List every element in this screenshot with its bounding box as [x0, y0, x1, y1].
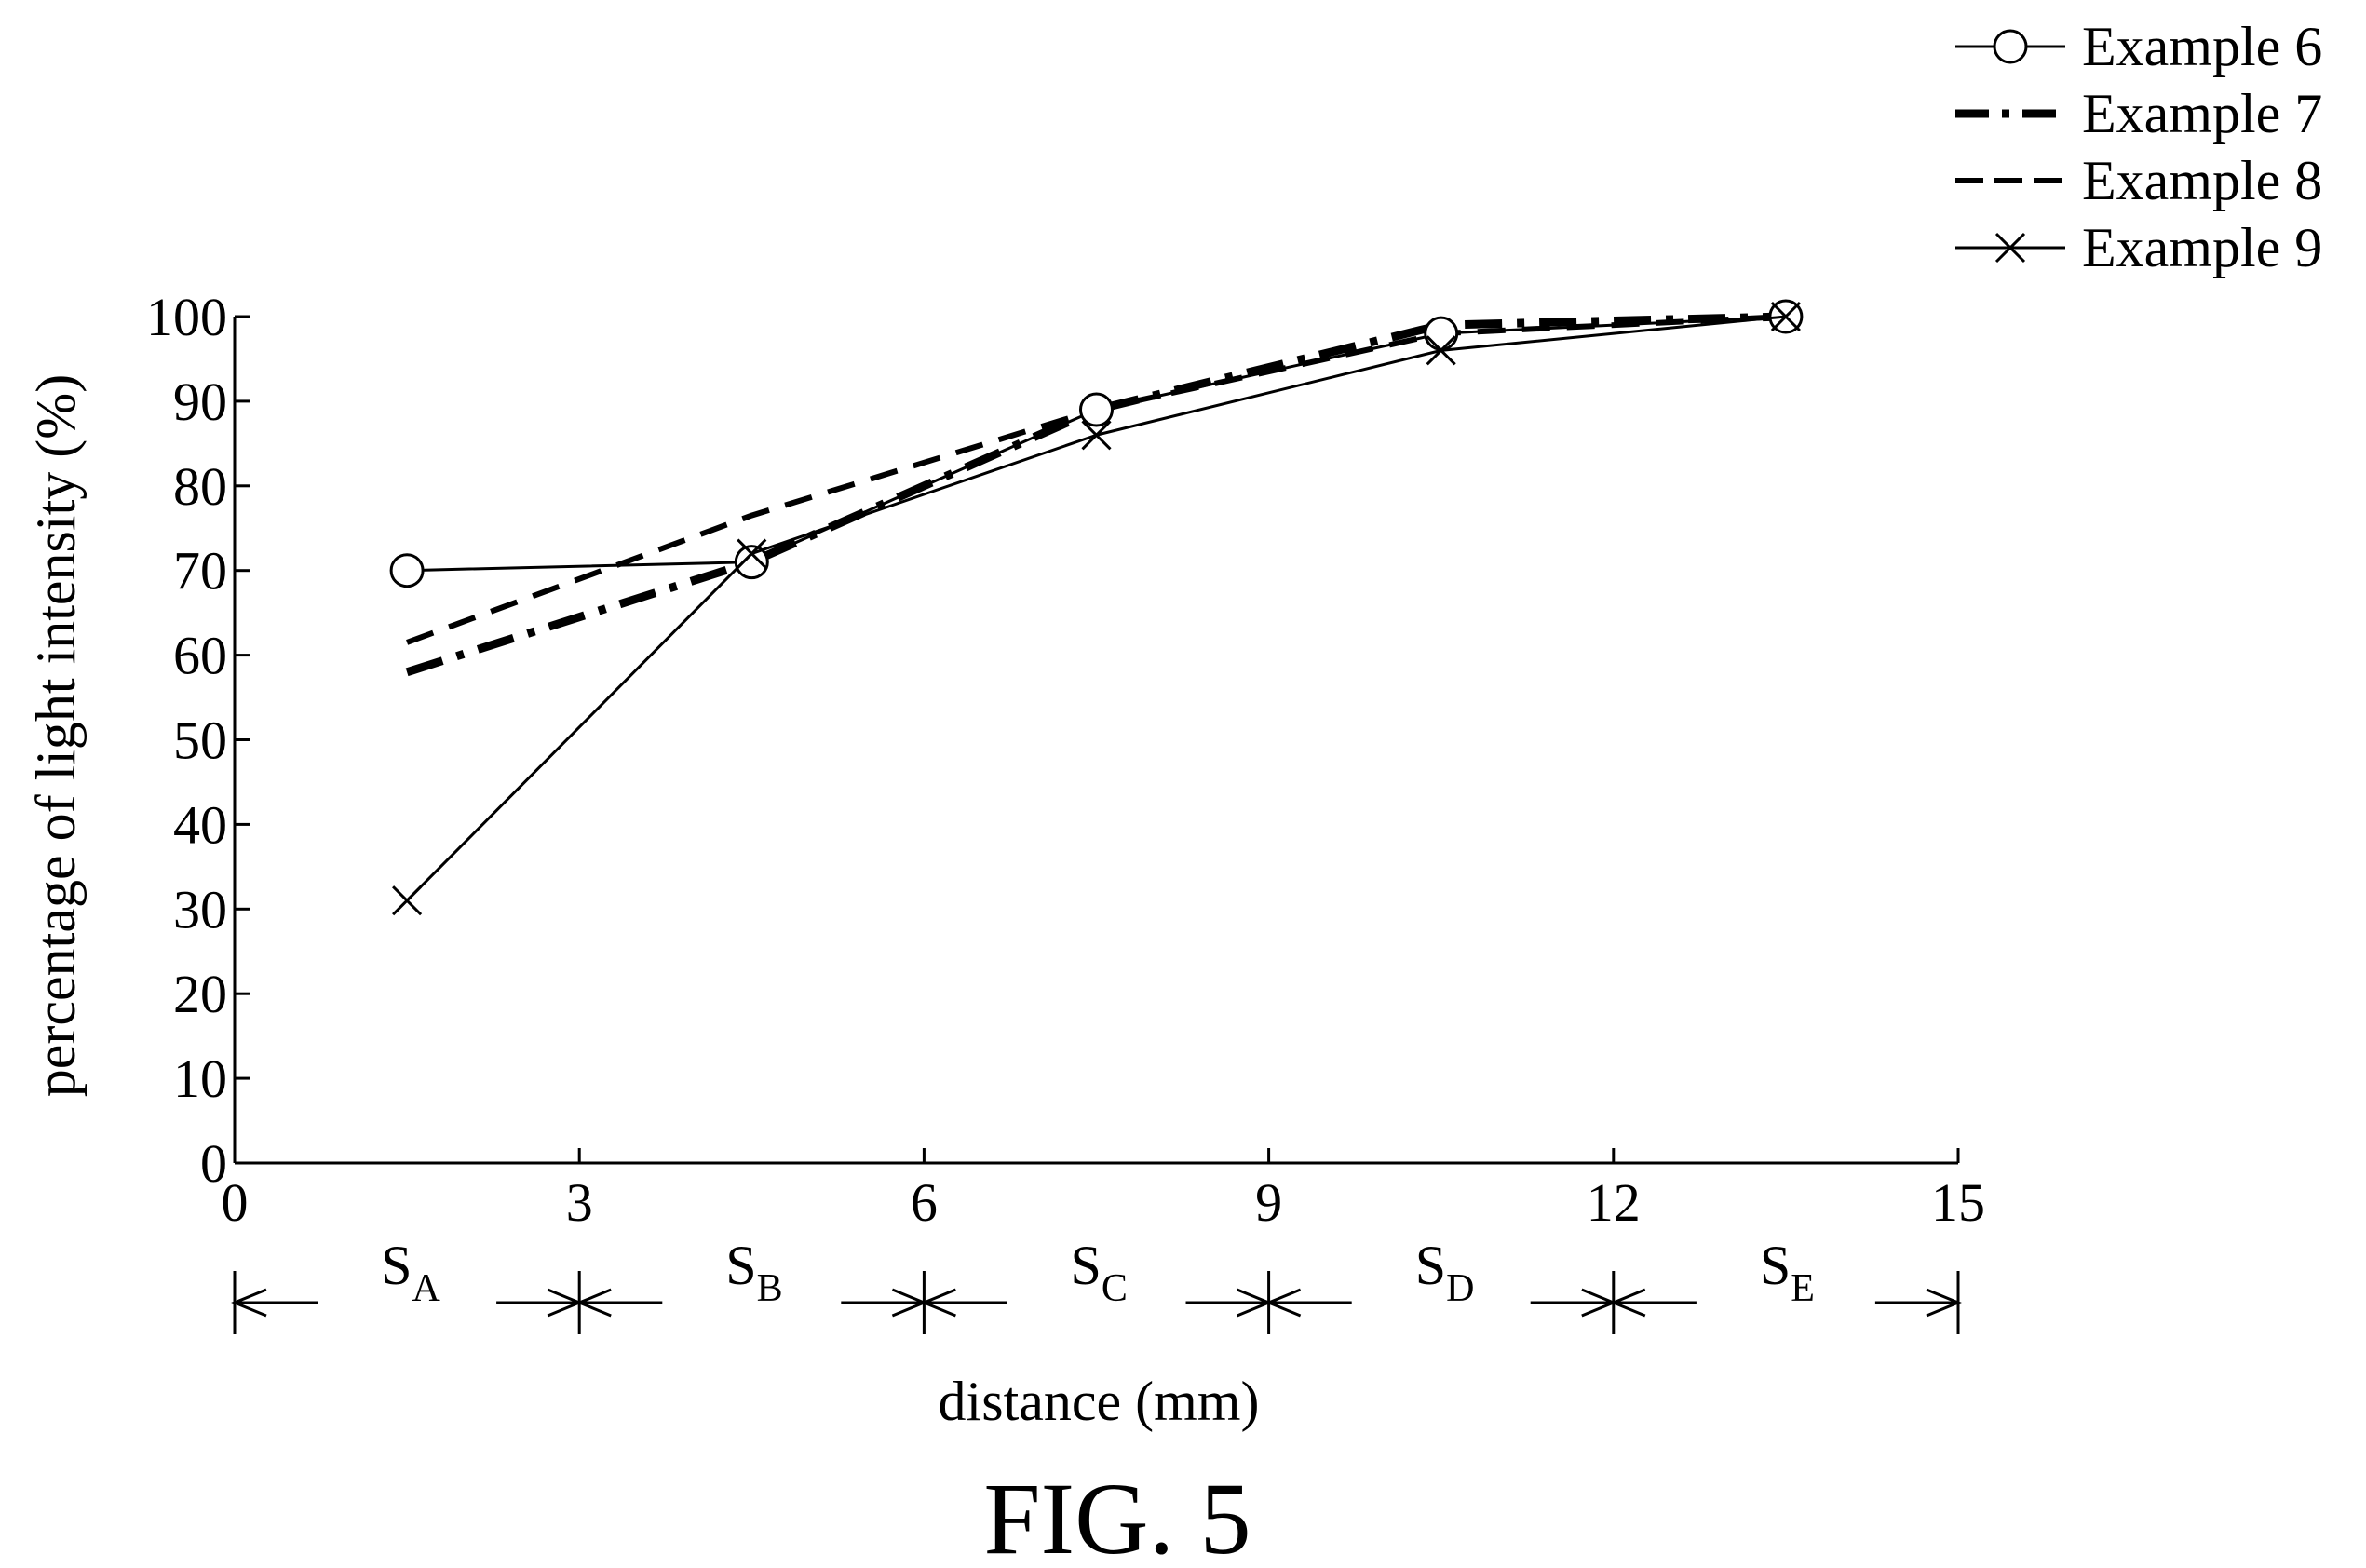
segment-label: SB: [725, 1235, 782, 1310]
x-tick-label: 6: [911, 1172, 938, 1233]
x-marker-stroke: [1770, 301, 1801, 332]
segment-label: SE: [1760, 1235, 1815, 1310]
x-marker-stroke: [392, 885, 423, 916]
x-tick-label: 9: [1255, 1172, 1282, 1233]
x-tick-label: 0: [222, 1172, 249, 1233]
legend-entry-example-9: Example 9: [1955, 217, 2322, 278]
series-example-6: [389, 299, 1804, 588]
x-tick-label: 15: [1931, 1172, 1985, 1233]
segment-subscript: A: [412, 1267, 440, 1310]
data-point-circle: [1424, 316, 1459, 351]
y-tick-label: 70: [173, 541, 227, 602]
segment-letter: S: [1071, 1235, 1102, 1296]
segment-c: SC: [920, 1235, 1273, 1318]
segment-subscript: E: [1791, 1267, 1815, 1310]
segment-subscript: B: [757, 1267, 783, 1310]
segment-letter: S: [1415, 1235, 1446, 1296]
y-tick-label: 20: [173, 964, 227, 1024]
y-tick-label: 30: [173, 879, 227, 939]
data-point-x: [1770, 301, 1801, 332]
data-point-x: [1081, 420, 1112, 451]
x-tick-label: 3: [566, 1172, 593, 1233]
segment-subscript: D: [1446, 1267, 1474, 1310]
legend-label: Example 7: [2082, 83, 2322, 144]
legend-label: Example 8: [2082, 150, 2322, 211]
segment-label: SD: [1415, 1235, 1475, 1310]
series-example-9: [392, 301, 1801, 916]
segment-letter: S: [381, 1235, 412, 1296]
legend-marker-x: [1994, 232, 2026, 264]
legend-entry-example-7: Example 7: [1955, 83, 2322, 144]
segment-letter: S: [1760, 1235, 1791, 1296]
segment-b: SB: [575, 1235, 928, 1318]
segment-a: SA: [231, 1235, 584, 1318]
data-point-x: [1426, 335, 1456, 366]
y-tick-label: 50: [173, 710, 227, 771]
y-axis-title: percentage of light intensity (%): [25, 374, 87, 1097]
series-layer: [389, 299, 1804, 916]
y-tick-label: 80: [173, 456, 227, 517]
x-marker-stroke: [1994, 232, 2026, 264]
series-line-example-7: [405, 312, 1787, 677]
segment-d: SD: [1264, 1235, 1617, 1318]
data-point-x: [392, 885, 423, 916]
segment-ruler: SA SB SC SD SE: [231, 1235, 1962, 1334]
legend-entry-example-6: Example 6: [1955, 16, 2322, 77]
x-marker-stroke: [1081, 420, 1112, 451]
x-tick-label: 12: [1587, 1172, 1641, 1233]
legend-entry-example-8: Example 8: [1955, 150, 2322, 211]
y-tick-label: 0: [200, 1133, 227, 1194]
segment-label: SC: [1071, 1235, 1128, 1310]
x-axis-title: distance (mm): [939, 1371, 1260, 1432]
y-tick-label: 100: [146, 287, 227, 347]
segment-subscript: C: [1102, 1267, 1128, 1310]
y-tick-label: 40: [173, 794, 227, 855]
legend-label: Example 6: [2082, 16, 2322, 77]
legend-label: Example 9: [2082, 217, 2322, 278]
series-line-example-6: [407, 315, 1786, 573]
legend-marker-circle: [1993, 29, 2028, 64]
y-tick-label: 10: [173, 1048, 227, 1109]
segment-e: SE: [1609, 1235, 1962, 1318]
series-example-8: [406, 314, 1787, 645]
y-tick-label: 90: [173, 372, 227, 432]
x-marker-stroke: [1426, 335, 1456, 366]
series-line-example-8: [406, 314, 1787, 645]
segment-label: SA: [381, 1235, 440, 1310]
axes: 0 10 20 30 40 50 60 70 80 90 100 0 3 6 9 12 15: [146, 287, 1985, 1233]
x-marker-stroke: [737, 538, 767, 569]
y-tick-label: 60: [173, 626, 227, 686]
data-point-circle: [734, 545, 769, 580]
data-point-circle: [1079, 392, 1114, 427]
segment-letter: S: [725, 1235, 756, 1296]
series-example-7: [405, 312, 1787, 677]
figure-caption: FIG. 5: [983, 1462, 1251, 1568]
data-point-circle: [389, 553, 425, 588]
data-point-x: [737, 538, 767, 569]
